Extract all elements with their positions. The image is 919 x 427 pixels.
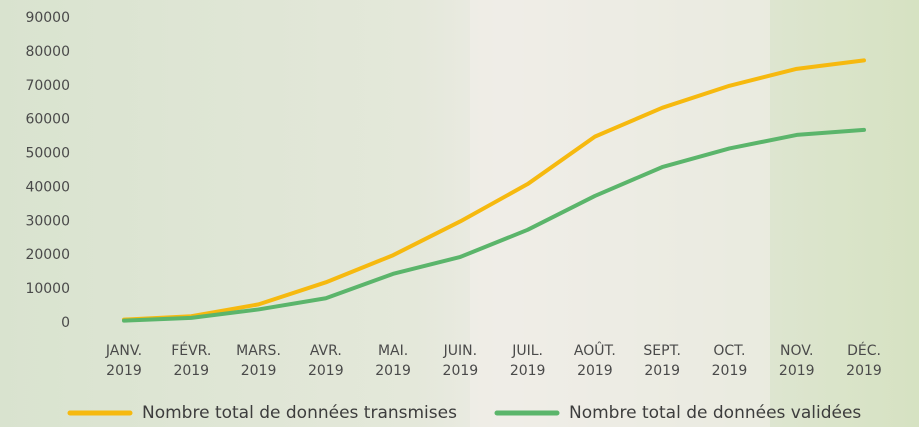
x-tick-label: MAI. [378,343,408,359]
legend-label: Nombre total de données validées [569,403,861,423]
y-tick-label: 80000 [25,44,70,60]
x-tick-label: AVR. [310,343,342,359]
series-line [122,58,866,322]
x-tick-label: 2019 [443,363,479,379]
x-tick-label: JUIN. [443,343,477,359]
x-tick-label: JANV. [105,343,142,359]
y-tick-label: 50000 [25,146,70,162]
x-tick-label: NOV. [780,343,813,359]
y-tick-label: 20000 [25,247,70,263]
y-tick-label: 70000 [25,78,70,94]
y-tick-label: 60000 [25,112,70,128]
x-tick-label: FÉVR. [171,342,211,359]
x-tick-label: 2019 [173,363,209,379]
legend-label: Nombre total de données transmises [142,403,457,423]
y-tick-label: 0 [61,315,70,331]
series-line [122,127,866,323]
x-tick-label: 2019 [106,363,142,379]
x-tick-label: 2019 [510,363,546,379]
x-tick-label: 2019 [779,363,815,379]
x-tick-label: 2019 [375,363,411,379]
x-tick-label: DÉC. [847,342,881,359]
y-tick-label: 40000 [25,179,70,195]
x-tick-label: MARS. [236,343,281,359]
background-trunk [470,0,770,427]
x-tick-label: 2019 [308,363,344,379]
y-tick-label: 30000 [25,213,70,229]
x-tick-label: JUIL. [511,343,543,359]
x-tick-label: SEPT. [643,343,681,359]
x-tick-label: 2019 [846,363,882,379]
x-tick-label: 2019 [712,363,748,379]
y-tick-label: 90000 [25,10,70,26]
x-tick-label: 2019 [577,363,613,379]
x-tick-label: 2019 [241,363,277,379]
x-tick-label: AOÛT. [574,341,616,359]
y-tick-label: 10000 [25,281,70,297]
x-tick-label: OCT. [713,343,745,359]
x-tick-label: 2019 [644,363,680,379]
